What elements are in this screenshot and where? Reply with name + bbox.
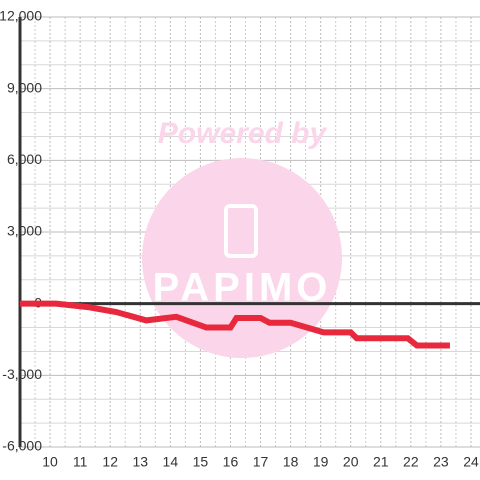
x-tick-label: 10 <box>42 454 58 470</box>
y-tick-label: 9,000 <box>7 79 42 95</box>
x-tick-label: 17 <box>253 454 269 470</box>
y-tick-label: -6,000 <box>2 438 42 454</box>
y-tick-label: 6,000 <box>7 151 42 167</box>
x-tick-label: 20 <box>343 454 359 470</box>
x-tick-label: 15 <box>193 454 209 470</box>
x-tick-label: 11 <box>73 454 88 470</box>
x-tick-label: 19 <box>313 454 329 470</box>
watermark: Powered by PAPIMO <box>142 117 342 358</box>
x-tick-label: 18 <box>283 454 299 470</box>
x-tick-label: 24 <box>463 454 479 470</box>
x-tick-label: 14 <box>163 454 179 470</box>
x-tick-label: 12 <box>102 454 118 470</box>
x-tick-label: 23 <box>433 454 449 470</box>
x-tick-label: 16 <box>223 454 239 470</box>
x-tick-label: 22 <box>403 454 419 470</box>
y-tick-label: 12,000 <box>0 8 42 24</box>
x-tick-label: 13 <box>132 454 148 470</box>
line <box>20 300 450 349</box>
watermark-text: Powered by <box>158 117 328 150</box>
watermark-icon <box>224 204 258 258</box>
x-tick-label: 21 <box>373 454 389 470</box>
y-tick-label: 3,000 <box>7 223 42 239</box>
y-tick-label: -3,000 <box>2 366 42 382</box>
